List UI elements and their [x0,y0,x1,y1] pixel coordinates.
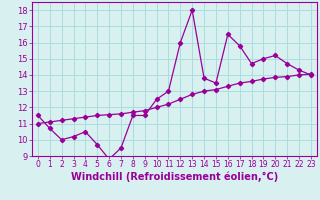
X-axis label: Windchill (Refroidissement éolien,°C): Windchill (Refroidissement éolien,°C) [71,172,278,182]
